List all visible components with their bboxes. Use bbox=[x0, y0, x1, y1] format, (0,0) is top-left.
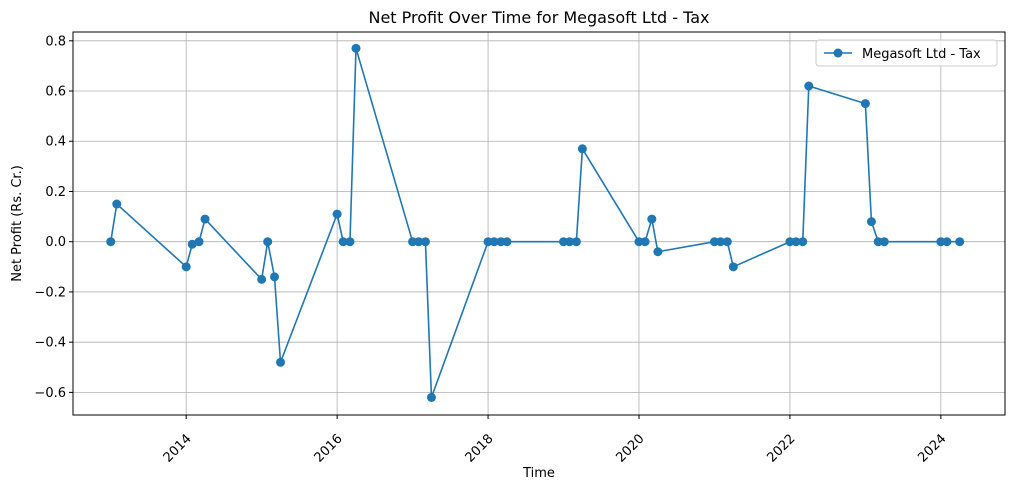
data-point bbox=[351, 43, 361, 53]
data-point bbox=[640, 237, 650, 247]
data-point bbox=[200, 214, 210, 224]
plot-frame bbox=[72, 31, 1006, 416]
data-point bbox=[955, 237, 965, 247]
data-point bbox=[715, 237, 725, 247]
data-point bbox=[577, 144, 587, 154]
y-tick-label: 0.0 bbox=[45, 235, 66, 250]
data-point bbox=[502, 237, 512, 247]
data-point bbox=[866, 217, 876, 227]
data-point bbox=[263, 237, 273, 247]
chart-title: Net Profit Over Time for Megasoft Ltd - … bbox=[368, 8, 709, 27]
data-point bbox=[647, 214, 657, 224]
data-point bbox=[345, 237, 355, 247]
data-point bbox=[571, 237, 581, 247]
y-tick-label: 0.4 bbox=[45, 135, 66, 150]
data-point bbox=[565, 237, 575, 247]
data-point bbox=[269, 272, 279, 282]
y-tick-label: 0.8 bbox=[45, 34, 66, 49]
data-point bbox=[181, 262, 191, 272]
data-point bbox=[106, 237, 116, 247]
y-tick-label: −0.2 bbox=[34, 285, 66, 300]
data-point bbox=[414, 237, 424, 247]
data-point bbox=[791, 237, 801, 247]
x-axis-title: Time bbox=[522, 466, 555, 481]
data-point bbox=[879, 237, 889, 247]
data-point bbox=[942, 237, 952, 247]
legend-box bbox=[815, 39, 998, 67]
data-point bbox=[332, 209, 342, 219]
data-point bbox=[194, 237, 204, 247]
legend-marker-swatch bbox=[833, 48, 843, 58]
data-point bbox=[426, 392, 436, 402]
y-tick-label: −0.4 bbox=[34, 336, 66, 351]
data-point bbox=[728, 262, 738, 272]
legend-label: Megasoft Ltd - Tax bbox=[862, 47, 981, 62]
data-point bbox=[860, 99, 870, 109]
data-point bbox=[653, 247, 663, 257]
data-point bbox=[804, 81, 814, 91]
data-point bbox=[722, 237, 732, 247]
legend: Megasoft Ltd - Tax bbox=[815, 39, 998, 67]
y-tick-label: 0.6 bbox=[45, 85, 66, 100]
data-point bbox=[187, 239, 197, 249]
data-point bbox=[798, 237, 808, 247]
data-point bbox=[338, 237, 348, 247]
data-point bbox=[420, 237, 430, 247]
data-point bbox=[489, 237, 499, 247]
series-layer bbox=[106, 43, 965, 402]
data-point bbox=[276, 357, 286, 367]
y-tick-label: −0.6 bbox=[34, 386, 66, 401]
y-axis-title: Net Profit (Rs. Cr.) bbox=[10, 165, 25, 282]
y-tick-label: 0.2 bbox=[45, 185, 66, 200]
data-point bbox=[112, 199, 122, 209]
data-point bbox=[257, 274, 267, 284]
y-axis: −0.6 −0.4 −0.2 0.0 0.2 0.4 0.6 0.8 bbox=[34, 34, 73, 401]
